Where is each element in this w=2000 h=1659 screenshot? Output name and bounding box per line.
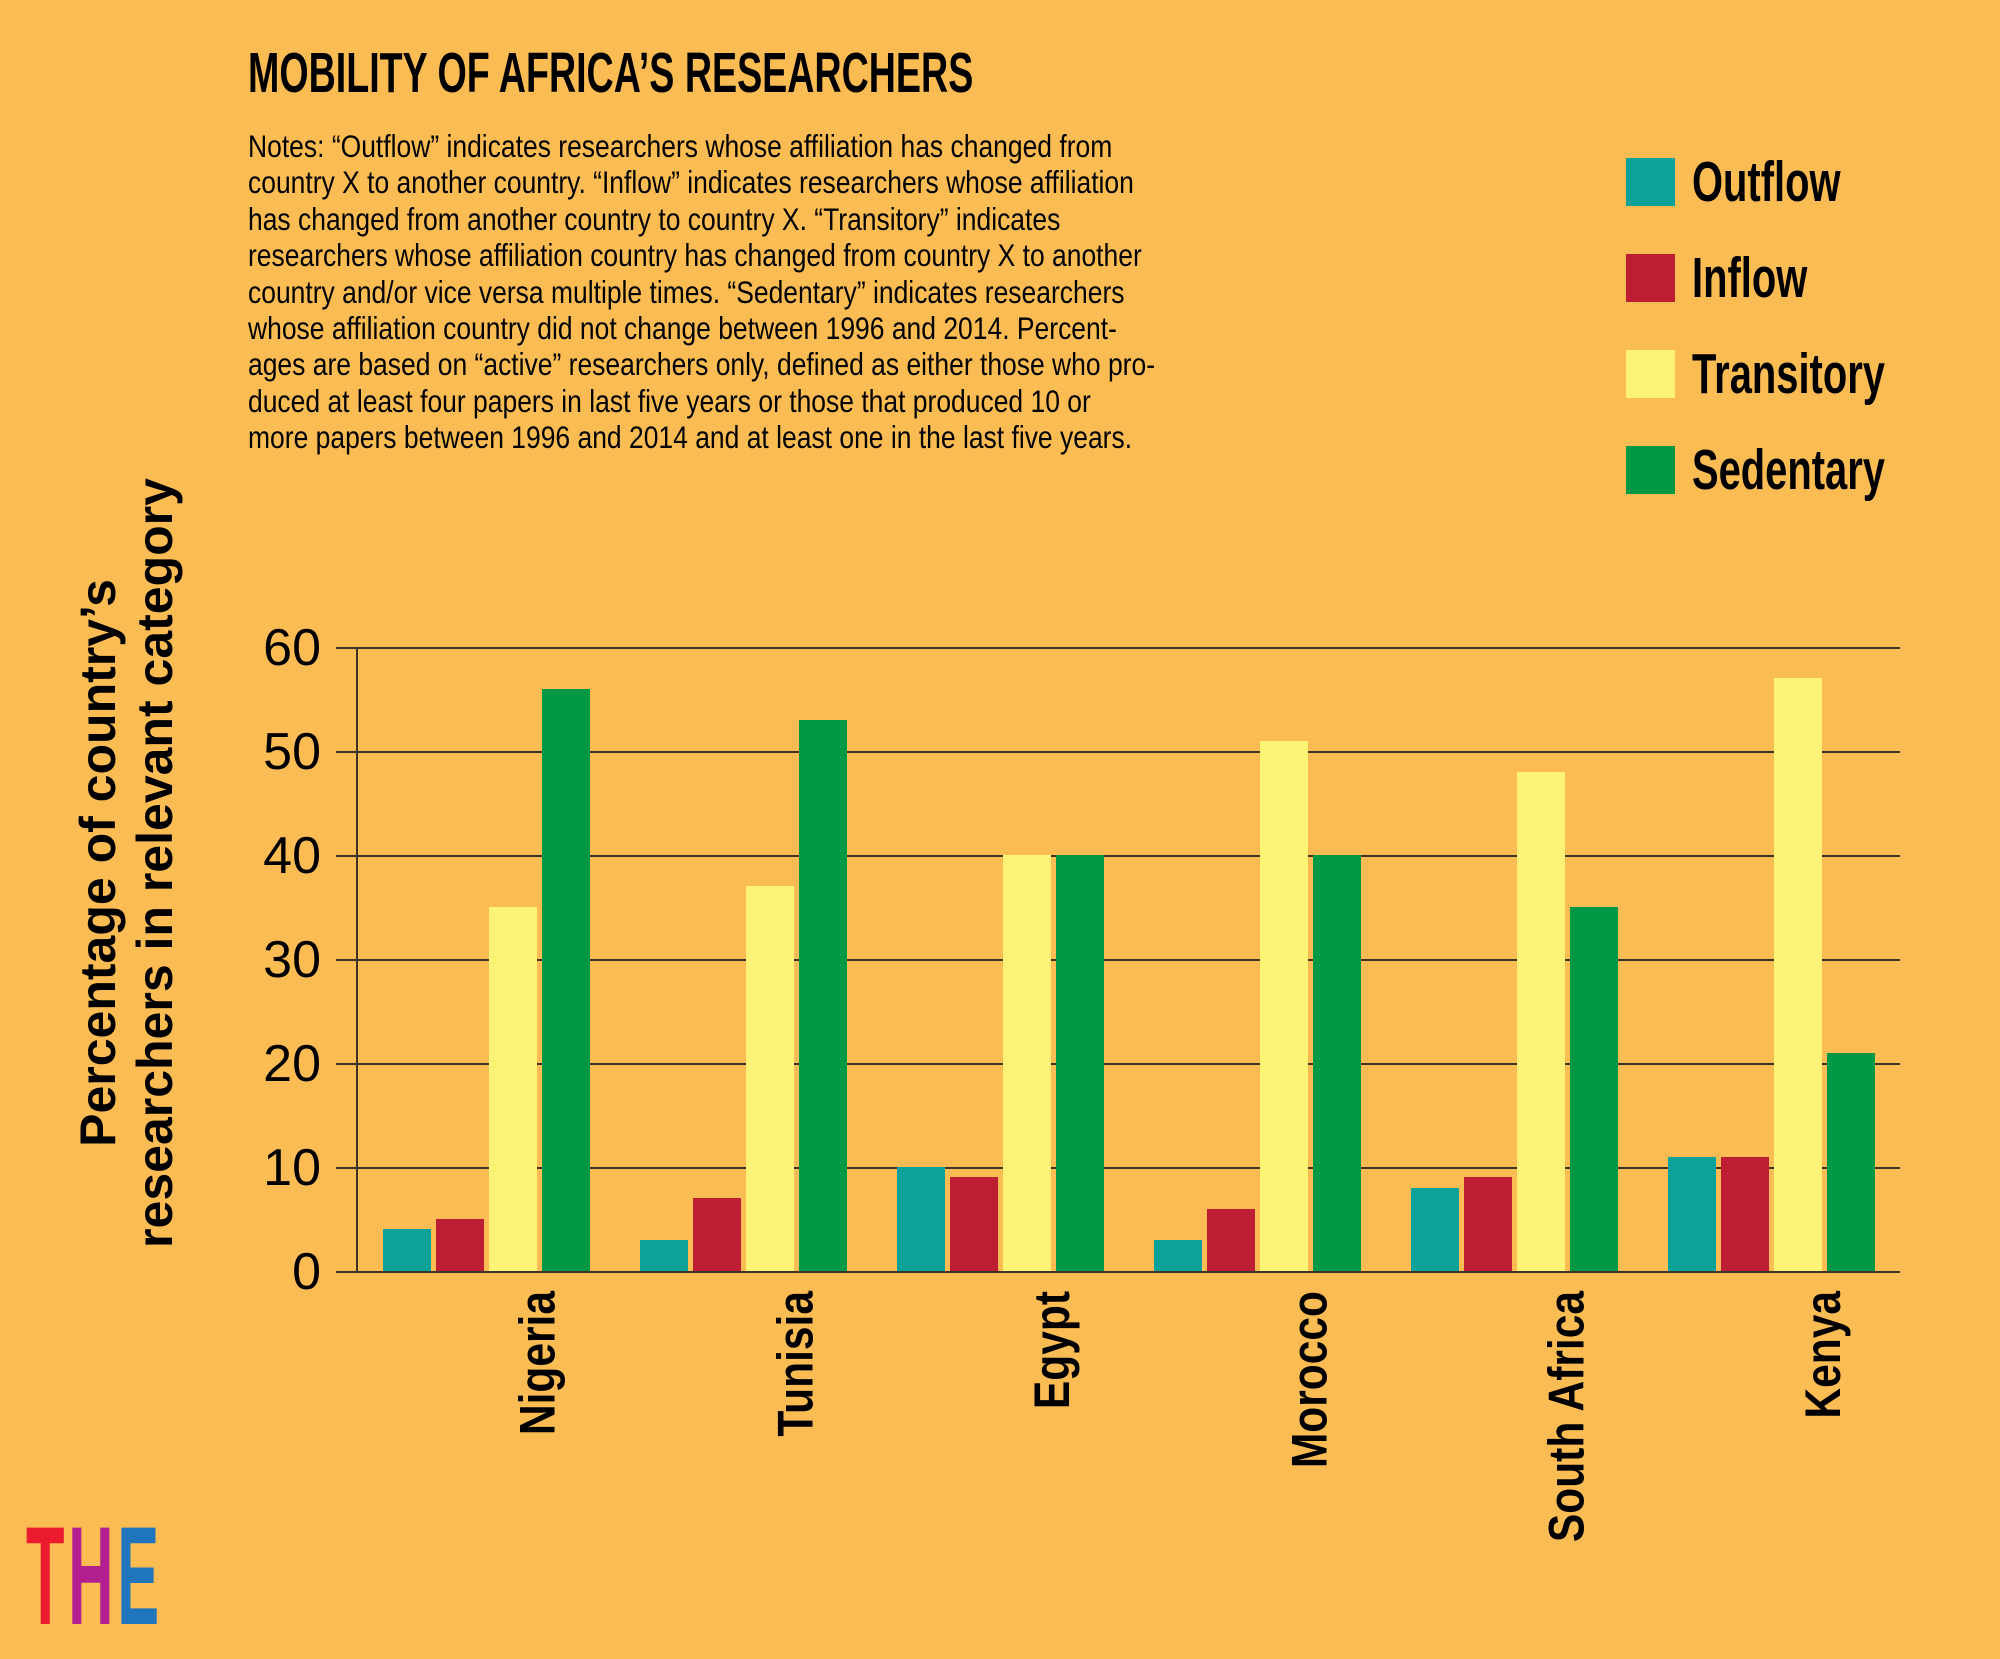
- legend-label-transitory: Transitory: [1692, 342, 1885, 406]
- gridline-0: [358, 1271, 1900, 1273]
- bar-inflow-morocco: [1207, 1209, 1255, 1271]
- bar-transitory-morocco: [1260, 741, 1308, 1271]
- y-tick-label-40: 40: [263, 827, 321, 885]
- y-tick-label-0: 0: [292, 1243, 321, 1301]
- logo-letter-t: T: [26, 1497, 69, 1654]
- bar-outflow-south-africa: [1411, 1188, 1459, 1271]
- bar-sedentary-south-africa: [1570, 907, 1618, 1271]
- legend-item-sedentary: Sedentary: [1626, 438, 1968, 502]
- logo-letter-e: E: [117, 1497, 163, 1654]
- bar-sedentary-kenya: [1827, 1053, 1875, 1271]
- gridline-20: [358, 1063, 1900, 1065]
- x-label-nigeria: Nigeria: [510, 1291, 566, 1436]
- bar-outflow-tunisia: [640, 1240, 688, 1271]
- bar-sedentary-morocco: [1313, 855, 1361, 1271]
- x-label-south-africa: South Africa: [1538, 1291, 1594, 1543]
- bar-transitory-egypt: [1003, 855, 1051, 1271]
- bar-transitory-nigeria: [489, 907, 537, 1271]
- legend-item-inflow: Inflow: [1626, 246, 1968, 310]
- legend-label-outflow: Outflow: [1692, 150, 1841, 214]
- gridline-30: [358, 959, 1900, 961]
- bar-inflow-nigeria: [436, 1219, 484, 1271]
- bar-outflow-kenya: [1668, 1157, 1716, 1271]
- y-tick-50: [336, 751, 358, 753]
- x-label-kenya: Kenya: [1795, 1291, 1851, 1419]
- legend: Outflow Inflow Transitory Sedentary: [1626, 150, 1968, 542]
- bar-sedentary-egypt: [1056, 855, 1104, 1271]
- legend-item-transitory: Transitory: [1626, 342, 1968, 406]
- the-logo: THE: [26, 1506, 163, 1646]
- bar-transitory-kenya: [1774, 678, 1822, 1271]
- chart-notes: Notes: “Outflow” indicates researchers w…: [248, 128, 1156, 456]
- inflow-swatch: [1626, 254, 1675, 302]
- y-axis-title: Percentage of country’s researchers in r…: [70, 478, 183, 1248]
- x-label-morocco: Morocco: [1281, 1291, 1337, 1469]
- x-label-egypt: Egypt: [1024, 1291, 1080, 1410]
- legend-item-outflow: Outflow: [1626, 150, 1968, 214]
- bar-transitory-tunisia: [746, 886, 794, 1271]
- plot-area: 0 10 20 30 40 50 60 Nigeria Tunisia Egypt Morocco S…: [263, 622, 1900, 1542]
- gridline-60: [358, 647, 1900, 649]
- x-label-tunisia: Tunisia: [767, 1291, 823, 1437]
- gridline-40: [358, 855, 1900, 857]
- bar-inflow-tunisia: [693, 1198, 741, 1271]
- y-tick-60: [336, 647, 358, 649]
- y-tick-40: [336, 855, 358, 857]
- chart-title: MOBILITY OF AFRICA’S RESEARCHERS: [248, 41, 974, 105]
- sedentary-swatch: [1626, 446, 1675, 494]
- legend-label-sedentary: Sedentary: [1692, 438, 1885, 502]
- bar-transitory-south-africa: [1517, 772, 1565, 1271]
- bar-sedentary-nigeria: [542, 689, 590, 1271]
- bar-outflow-morocco: [1154, 1240, 1202, 1271]
- outflow-swatch: [1626, 158, 1675, 206]
- bar-inflow-south-africa: [1464, 1177, 1512, 1271]
- transitory-swatch: [1626, 350, 1675, 398]
- legend-label-inflow: Inflow: [1692, 246, 1808, 310]
- y-tick-label-60: 60: [263, 619, 321, 677]
- y-tick-label-30: 30: [263, 931, 321, 989]
- y-tick-30: [336, 959, 358, 961]
- y-axis-line: [356, 647, 358, 1273]
- bar-outflow-egypt: [897, 1167, 945, 1271]
- bar-inflow-egypt: [950, 1177, 998, 1271]
- logo-letter-h: H: [68, 1497, 118, 1654]
- gridline-50: [358, 751, 1900, 753]
- y-tick-0: [336, 1271, 358, 1273]
- y-tick-label-20: 20: [263, 1035, 321, 1093]
- bar-outflow-nigeria: [383, 1229, 431, 1271]
- y-tick-10: [336, 1167, 358, 1169]
- bar-inflow-kenya: [1721, 1157, 1769, 1271]
- y-tick-20: [336, 1063, 358, 1065]
- gridline-10: [358, 1167, 1900, 1169]
- y-tick-label-50: 50: [263, 723, 321, 781]
- bar-sedentary-tunisia: [799, 720, 847, 1271]
- y-tick-label-10: 10: [263, 1139, 321, 1197]
